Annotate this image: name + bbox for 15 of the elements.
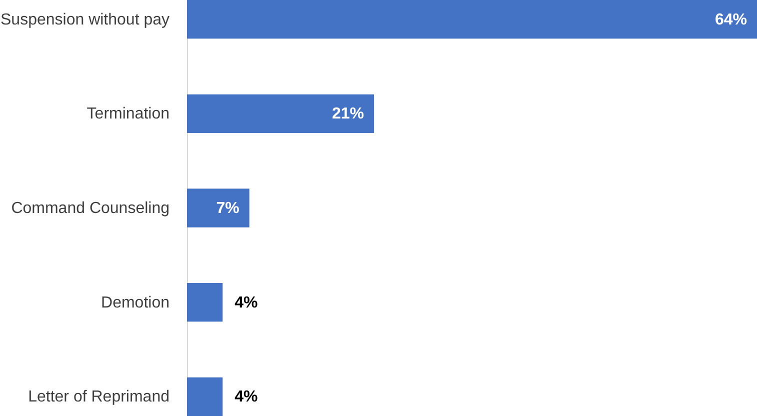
bar	[187, 188, 250, 228]
data-label: 21%	[332, 106, 364, 123]
data-label: 7%	[216, 200, 240, 217]
bar	[187, 377, 223, 416]
y-tick-label: Letter of Reprimand	[28, 388, 170, 406]
data-label: 4%	[234, 294, 258, 312]
y-tick-label: Command Counseling	[11, 200, 170, 217]
data-label: 4%	[234, 388, 258, 406]
bar	[187, 0, 757, 39]
bar	[187, 94, 374, 134]
y-tick-label: Termination	[86, 106, 170, 123]
y-tick-label: Demotion	[101, 294, 170, 312]
bar	[187, 282, 223, 322]
y-tick-label: Suspension without pay	[0, 11, 170, 28]
data-label: 64%	[714, 11, 747, 28]
